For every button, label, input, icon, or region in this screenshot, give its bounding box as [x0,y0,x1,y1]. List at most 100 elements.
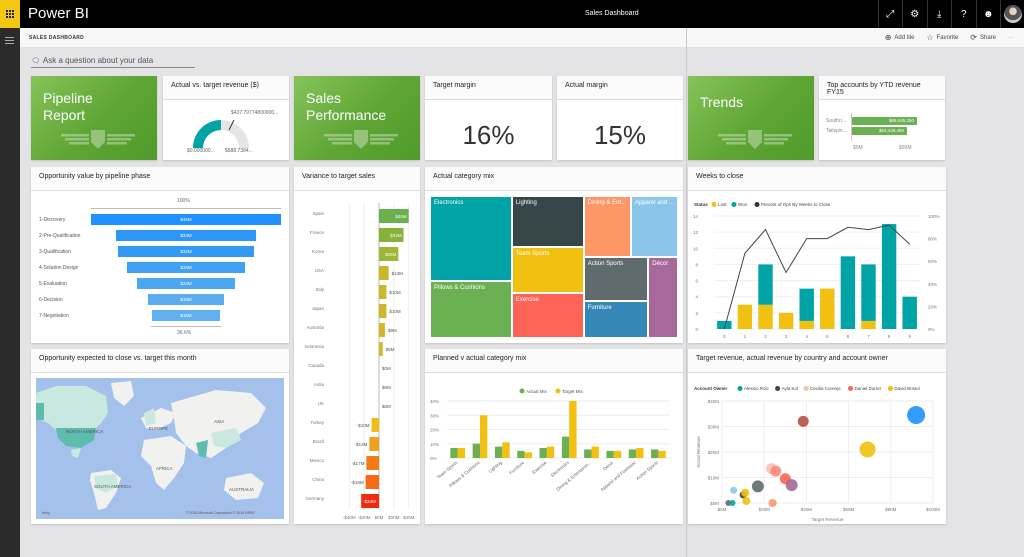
svg-text:Ayla Kol: Ayla Kol [782,386,798,391]
svg-text:12: 12 [693,230,699,235]
svg-text:40%: 40% [928,282,937,287]
sales-performance-tile[interactable]: Sales Performance [294,76,420,160]
gauge-min-label: $0.000000... [187,148,215,154]
tile-title: Top accounts by YTD revenue FY15 [819,76,945,100]
funnel-bar[interactable]: $16M [152,310,220,321]
funnel-bar[interactable]: $33M [116,230,256,241]
share-icon: ⟳ [970,33,977,42]
tile-title: Target margin [425,76,552,100]
map-label: AFRICA [156,466,173,471]
share-label: Share [979,34,996,41]
star-icon: ☆ [926,33,934,42]
funnel-bar[interactable]: $32M [118,246,254,257]
svg-text:Japan: Japan [312,306,325,311]
category-treemap-tile[interactable]: Actual category mix Electronics Pillows &… [425,167,683,343]
svg-text:80%: 80% [928,237,937,242]
funnel-bar[interactable]: $28M [126,262,246,273]
svg-text:$0M: $0M [382,385,391,390]
gear-icon[interactable]: ⚙ [902,0,927,28]
planned-vs-actual-tile[interactable]: Planned v actual category mix Actual Mix… [425,349,683,524]
map-label: ASIA [214,419,224,424]
avatar-image [1003,5,1022,23]
actual-margin-tile[interactable]: Actual margin 15% [557,76,683,160]
svg-text:Lighting: Lighting [488,460,504,474]
trends-tile[interactable]: Trends [688,76,814,160]
treemap-cell[interactable]: Lighting [511,196,584,248]
variance-tile[interactable]: Variance to target sales -$40M -$20M $0M $2… [294,167,420,524]
treemap-cell[interactable]: Team Sports [511,247,584,293]
svg-text:Actual Revenue: Actual Revenue [696,436,701,468]
svg-text:6: 6 [695,279,698,284]
svg-text:France: France [310,230,325,235]
hamburger-menu-icon[interactable] [5,37,14,46]
left-nav [0,28,20,557]
funnel-bottom-bracket [151,326,221,327]
treemap-cell[interactable]: Apparel and ... [630,196,678,258]
svg-text:Target Mix: Target Mix [562,389,584,394]
download-icon[interactable]: ⤓ [926,0,952,28]
funnel-stage-label: 2-Pre-Qualification [39,233,81,239]
funnel-bar[interactable]: $18M [148,294,224,305]
share-button[interactable]: ⟳ Share [970,33,996,42]
treemap-cell[interactable]: Furniture [583,301,649,338]
svg-text:20%: 20% [928,304,937,309]
map-label: SOUTH AMERICA [94,484,131,489]
top-accounts-tile[interactable]: Top accounts by YTD revenue FY15 Southri… [819,76,945,160]
svg-text:Daniel Durrer: Daniel Durrer [855,386,882,391]
revenue-gauge-tile[interactable]: Actual vs. target revenue ($) $437.79774… [163,76,289,160]
treemap-cell[interactable]: Dining & Ent... [583,196,631,258]
expand-icon[interactable]: ⤢ [877,0,903,28]
opportunity-map-tile[interactable]: Opportunity expected to close vs. target… [31,349,289,524]
weeks-to-close-tile[interactable]: Weeks to close Status Lost Won Percent of O… [688,167,946,343]
funnel-stage-label: 3-Qualification [39,249,71,255]
kpi-value: 16% [462,120,515,150]
app-launcher-button[interactable] [0,0,20,28]
variance-bar-chart: -$40M -$20M $0M $20M $40MSpain$40MFrance$33M… [304,203,415,520]
qa-input[interactable]: 🗨 Ask a question about your data [31,54,195,68]
tile-title: Sales Performance [306,90,387,123]
svg-text:-$20M: -$20M [358,515,371,520]
svg-text:Indonesia: Indonesia [304,344,324,349]
treemap-cell[interactable]: Electronics [430,196,512,282]
dashboard-header: SALES DASHBOARD ⊕ Add tile ☆ Favorite ⟳ Sha… [20,28,1024,48]
svg-text:$8M: $8M [388,328,397,333]
funnel-bar[interactable]: $23M [137,278,235,289]
svg-text:$40M: $40M [801,507,813,512]
svg-text:$26M: $26M [385,252,397,257]
favorite-button[interactable]: ☆ Favorite [926,33,958,42]
treemap-cell[interactable]: Action Sports [583,257,649,302]
axis-line [851,113,852,141]
more-options-button[interactable]: ··· [1008,33,1014,42]
target-margin-tile[interactable]: Target margin 16% [425,76,552,160]
gauge-target-label: $437.79774800000... [231,110,279,116]
svg-text:$20M: $20M [388,515,400,520]
svg-text:$60M: $60M [843,507,855,512]
add-tile-button[interactable]: ⊕ Add tile [885,33,915,42]
svg-text:$0M: $0M [382,404,391,409]
funnel-bar[interactable]: $45M [91,214,281,225]
smiley-icon[interactable]: ☻ [975,0,1001,28]
svg-text:Spain: Spain [312,211,324,216]
pipeline-funnel-tile[interactable]: Opportunity value by pipeline phase 100%… [31,167,289,343]
svg-text:-$10M: -$10M [357,423,370,428]
treemap-cell[interactable]: Pillows & Cushions [430,281,512,338]
gauge-chart [193,119,249,148]
avatar[interactable] [1000,0,1024,28]
planned-vs-actual-bar-chart: Actual Mix Target Mix 0% 10% 20% 30% 40% Team S… [430,388,670,492]
treemap-cell[interactable]: Décor [648,257,678,338]
world-map[interactable]: NORTH AMERICA EUROPE ASIA AFRICA SOUTH A… [36,378,284,519]
svg-text:Australia: Australia [306,325,324,330]
svg-text:Canada: Canada [308,363,324,368]
svg-text:-$17M: -$17M [352,461,365,466]
pipeline-report-tile[interactable]: Pipeline Report [31,76,157,160]
svg-text:$0M: $0M [382,366,391,371]
help-icon[interactable]: ? [951,0,976,28]
weeks-combo-chart: Status Lost Won Percent of Ops By Weeks to … [693,202,940,339]
revenue-scatter-tile[interactable]: Target revenue, actual revenue by countr… [688,349,946,524]
svg-text:Alessio Roic: Alessio Roic [744,386,770,391]
treemap-cell[interactable]: Exercise [511,292,584,338]
funnel-top-pct: 100% [177,198,190,204]
x-tick: $0M [853,145,863,151]
logo-wings-icon [324,130,398,149]
svg-text:8: 8 [695,262,698,267]
